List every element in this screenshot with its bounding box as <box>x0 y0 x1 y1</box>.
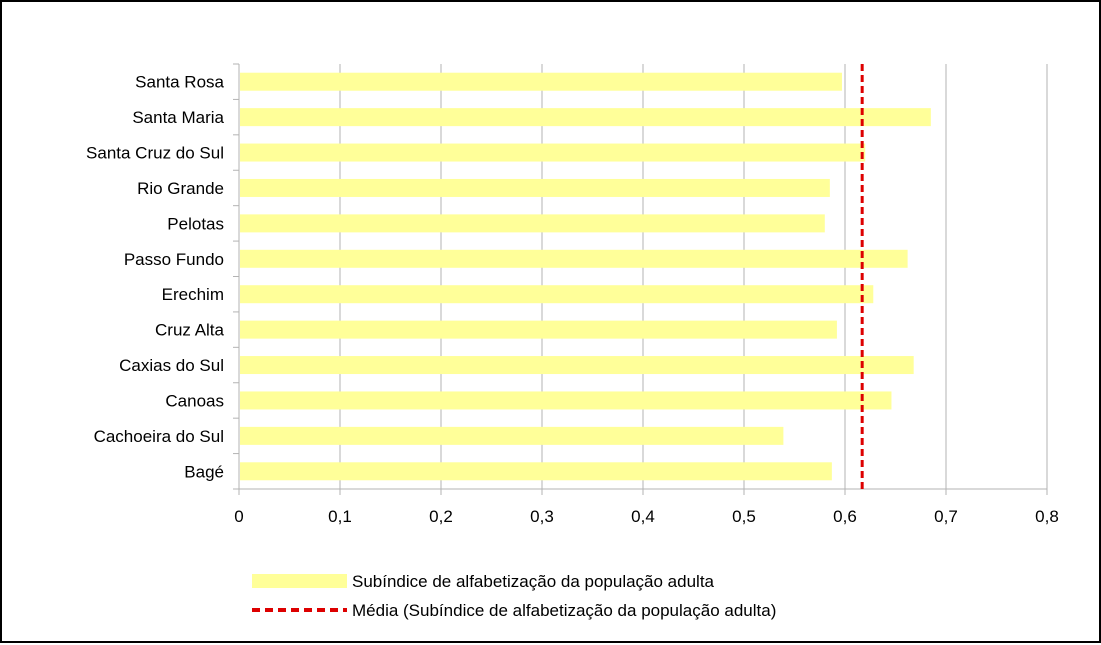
x-tick-labels: 0 0,1 0,2 0,3 0,4 0,5 0,6 0,7 0,8 <box>234 507 1059 526</box>
bar <box>240 320 837 339</box>
category-label: Canoas <box>165 391 224 410</box>
gridlines <box>339 64 1048 489</box>
legend-label-bar: Subíndice de alfabetização da população … <box>352 572 715 591</box>
bar <box>240 285 874 304</box>
x-tick-label: 0,2 <box>429 507 453 526</box>
category-label: Erechim <box>162 285 224 304</box>
bar <box>240 72 842 91</box>
category-label: Caxias do Sul <box>119 356 224 375</box>
bar <box>240 426 784 445</box>
category-label: Passo Fundo <box>124 250 224 269</box>
x-tick-label: 0,6 <box>833 507 857 526</box>
x-tick-label: 0,3 <box>530 507 554 526</box>
category-label: Cruz Alta <box>155 321 225 340</box>
bar <box>240 462 832 481</box>
bar <box>240 391 892 410</box>
category-label: Santa Rosa <box>135 73 224 92</box>
axes <box>233 63 1048 495</box>
category-label: Santa Cruz do Sul <box>86 144 224 163</box>
legend-label-average-line: Média (Subíndice de alfabetização da pop… <box>352 601 776 620</box>
category-label: Pelotas <box>167 214 224 233</box>
bar <box>240 178 830 197</box>
x-tick-label: 0,4 <box>631 507 655 526</box>
x-tick-label: 0,8 <box>1035 507 1059 526</box>
x-tick-label: 0,5 <box>732 507 756 526</box>
category-label: Cachoeira do Sul <box>94 427 224 446</box>
legend: Subíndice de alfabetização da população … <box>252 572 776 620</box>
legend-swatch-bar <box>252 574 347 588</box>
x-tick-label: 0 <box>234 507 243 526</box>
x-tick-label: 0,1 <box>328 507 352 526</box>
bar <box>240 108 931 127</box>
bar <box>240 356 914 375</box>
bar <box>240 214 825 233</box>
bars <box>240 72 931 481</box>
bar <box>240 143 866 162</box>
x-tick-label: 0,7 <box>934 507 958 526</box>
category-label: Bagé <box>184 462 224 481</box>
category-label: Rio Grande <box>137 179 224 198</box>
bar <box>240 249 908 268</box>
category-label: Santa Maria <box>132 108 224 127</box>
category-labels: Santa Rosa Santa Maria Santa Cruz do Sul Ri… <box>86 73 225 482</box>
